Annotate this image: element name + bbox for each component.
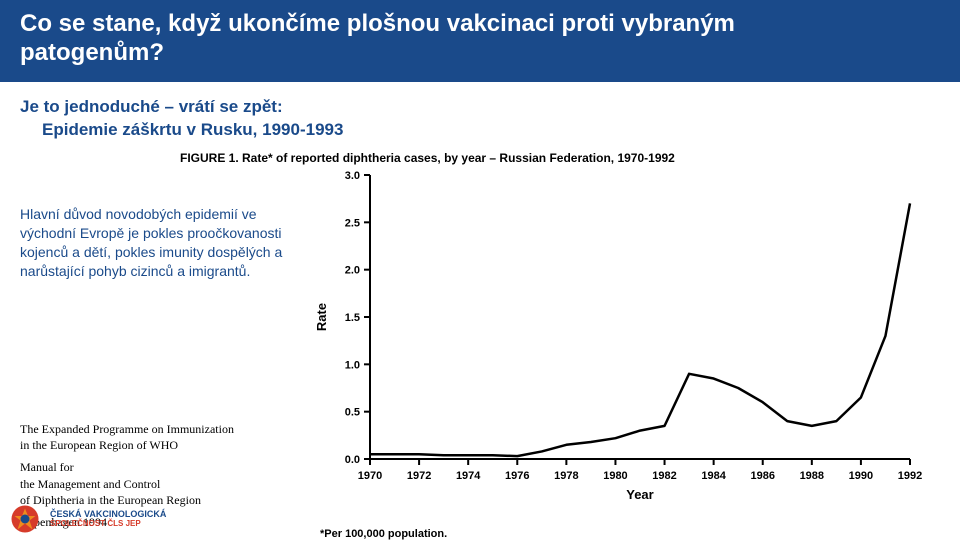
main-row: Hlavní důvod novodobých epidemií ve vých… <box>0 165 960 530</box>
svg-text:1974: 1974 <box>456 470 481 482</box>
figure-caption: FIGURE 1. Rate* of reported diphtheria c… <box>180 151 960 165</box>
header-line1: Co se stane, když ukončíme plošnou vakci… <box>20 10 940 39</box>
svg-text:3.0: 3.0 <box>345 170 360 182</box>
svg-text:1970: 1970 <box>358 470 382 482</box>
slide-header: Co se stane, když ukončíme plošnou vakci… <box>0 0 960 82</box>
ref-l3: Manual for <box>20 459 296 475</box>
svg-text:1984: 1984 <box>701 470 726 482</box>
logo-block: ČESKÁ VAKCINOLOGICKÁ SPOLEČNOST ČLS JEP <box>10 504 166 534</box>
svg-text:1990: 1990 <box>849 470 873 482</box>
left-column: Hlavní důvod novodobých epidemií ve vých… <box>0 165 310 530</box>
svg-text:Rate: Rate <box>314 303 329 331</box>
explanation-text: Hlavní důvod novodobých epidemií ve vých… <box>20 205 296 281</box>
svg-text:1992: 1992 <box>898 470 922 482</box>
svg-text:2.5: 2.5 <box>345 218 360 230</box>
svg-text:1980: 1980 <box>603 470 627 482</box>
subheading: Je to jednoduché – vrátí se zpět: Epidem… <box>20 96 940 142</box>
rate-line-chart: 0.0 0.5 1.0 1.5 2.0 2.5 3.0 1970 1972 1974 1976 197… <box>310 165 930 505</box>
svg-text:0.0: 0.0 <box>345 454 360 466</box>
svg-text:1986: 1986 <box>750 470 774 482</box>
svg-text:1.0: 1.0 <box>345 360 360 372</box>
svg-text:0.5: 0.5 <box>345 407 360 419</box>
logo-text: ČESKÁ VAKCINOLOGICKÁ SPOLEČNOST ČLS JEP <box>50 510 166 528</box>
svg-text:1.5: 1.5 <box>345 312 360 324</box>
svg-text:1988: 1988 <box>800 470 824 482</box>
subhead-line2: Epidemie záškrtu v Rusku, 1990-1993 <box>20 119 940 142</box>
svg-text:1972: 1972 <box>407 470 431 482</box>
header-line2: patogenům? <box>20 39 940 68</box>
ref-l2: in the European Region of WHO <box>20 437 296 453</box>
footnote: *Per 100,000 population. <box>320 528 960 540</box>
ref-l1: The Expanded Programme on Immunization <box>20 421 296 437</box>
svg-text:Year: Year <box>626 487 653 502</box>
chart-container: 0.0 0.5 1.0 1.5 2.0 2.5 3.0 1970 1972 1974 1976 197… <box>310 165 930 505</box>
subhead-line1: Je to jednoduché – vrátí se zpět: <box>20 96 940 119</box>
society-logo-icon <box>10 504 40 534</box>
logo-sub: SPOLEČNOST ČLS JEP <box>50 520 166 528</box>
svg-text:1978: 1978 <box>554 470 578 482</box>
ref-l4: the Management and Control <box>20 476 296 492</box>
svg-text:1976: 1976 <box>505 470 529 482</box>
svg-text:1982: 1982 <box>652 470 676 482</box>
svg-text:2.0: 2.0 <box>345 265 360 277</box>
